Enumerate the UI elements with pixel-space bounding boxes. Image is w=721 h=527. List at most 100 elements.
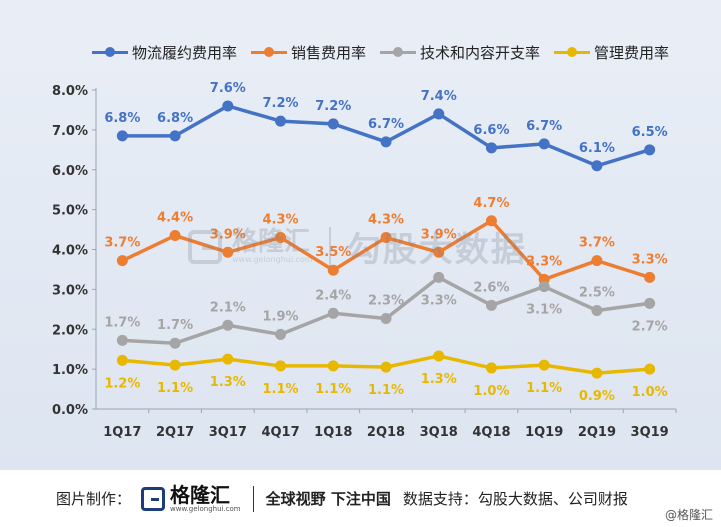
legend-swatch-tech xyxy=(380,46,417,58)
data-label-1: 4.3% xyxy=(368,213,404,228)
data-label-2: 1.7% xyxy=(157,318,193,333)
legend-dot xyxy=(264,47,275,57)
data-point-0 xyxy=(380,136,392,148)
footer-source: 数据支持：勾股大数据、公司财报 xyxy=(402,490,628,508)
y-tick-label: 4.0% xyxy=(52,244,88,259)
footer-brand: 格隆汇 xyxy=(170,482,231,507)
x-tick-label: 2Q18 xyxy=(367,425,405,440)
legend-dot xyxy=(567,47,578,57)
data-label-2: 1.7% xyxy=(104,315,140,330)
data-point-0 xyxy=(222,100,234,112)
y-tick-label: 1.0% xyxy=(52,363,88,378)
data-label-0: 7.6% xyxy=(210,81,246,96)
data-label-2: 2.1% xyxy=(210,300,246,315)
data-label-3: 1.1% xyxy=(157,381,193,396)
series-line-2 xyxy=(122,275,650,345)
data-label-2: 2.5% xyxy=(579,286,615,301)
data-label-0: 6.6% xyxy=(473,123,509,138)
data-point-3 xyxy=(485,362,497,374)
x-tick-label: 3Q18 xyxy=(420,425,458,440)
data-label-2: 2.4% xyxy=(315,288,351,303)
data-label-0: 6.8% xyxy=(157,111,193,126)
x-tick-label: 3Q17 xyxy=(209,425,247,440)
data-point-2 xyxy=(538,281,550,293)
data-label-0: 6.7% xyxy=(368,117,404,132)
data-point-1 xyxy=(116,255,128,267)
data-label-2: 3.3% xyxy=(421,293,457,308)
data-label-2: 1.9% xyxy=(263,309,299,324)
data-label-1: 3.5% xyxy=(315,245,351,260)
series-line-0 xyxy=(122,104,651,168)
data-point-0 xyxy=(169,130,181,142)
data-point-0 xyxy=(538,138,550,150)
legend-item-sales: 销售费用率 xyxy=(251,42,366,63)
data-point-2 xyxy=(591,305,603,317)
data-point-2 xyxy=(169,337,181,349)
data-label-2: 3.1% xyxy=(526,303,562,318)
data-point-3 xyxy=(433,350,445,362)
legend-item-tech: 技术和内容开支率 xyxy=(380,42,540,63)
y-tick-label: 5.0% xyxy=(52,204,88,219)
legend-swatch-sales xyxy=(251,46,288,58)
footer-credit: @格隆汇 xyxy=(664,508,713,522)
data-label-3: 1.1% xyxy=(315,382,351,397)
y-tick-label: 6.0% xyxy=(52,164,88,179)
legend-label-logistics: 物流履约费用率 xyxy=(132,43,238,62)
data-label-0: 6.1% xyxy=(579,141,615,156)
data-label-1: 3.7% xyxy=(104,236,140,251)
data-label-2: 2.3% xyxy=(368,293,404,308)
data-label-3: 1.0% xyxy=(632,385,668,400)
footer: 图片制作： 格隆汇 www.gelonghui.com 全球视野 下注中国 数据… xyxy=(0,470,721,527)
legend-label-sales: 销售费用率 xyxy=(291,43,367,62)
footer-url: www.gelonghui.com xyxy=(170,504,241,513)
data-point-1 xyxy=(591,255,603,267)
data-label-3: 1.0% xyxy=(473,384,509,399)
x-tick-label: 2Q19 xyxy=(578,425,616,440)
data-label-1: 3.9% xyxy=(421,227,457,242)
data-label-3: 1.1% xyxy=(263,382,299,397)
data-point-2 xyxy=(275,328,287,340)
data-point-3 xyxy=(538,359,550,371)
footer-logo-text: 格隆汇 www.gelonghui.com xyxy=(170,485,241,513)
data-label-3: 1.2% xyxy=(104,376,140,391)
data-point-3 xyxy=(169,359,181,371)
y-tick-label: 3.0% xyxy=(52,283,88,298)
legend-item-logistics: 物流履约费用率 xyxy=(92,42,237,63)
y-tick-label: 0.0% xyxy=(52,403,88,418)
data-point-0 xyxy=(644,144,656,156)
data-label-3: 1.3% xyxy=(210,375,246,390)
legend-label-tech: 技术和内容开支率 xyxy=(420,43,541,62)
data-point-3 xyxy=(327,360,339,372)
data-label-1: 3.3% xyxy=(632,252,668,267)
legend-label-admin: 管理费用率 xyxy=(594,43,670,62)
data-point-3 xyxy=(591,367,603,379)
y-tick-label: 8.0% xyxy=(52,84,88,99)
data-point-1 xyxy=(380,232,392,244)
data-label-0: 6.7% xyxy=(526,119,562,134)
data-label-2: 2.7% xyxy=(632,319,668,334)
data-label-3: 1.1% xyxy=(526,381,562,396)
data-point-1 xyxy=(644,271,656,283)
data-point-3 xyxy=(380,361,392,373)
footer-divider xyxy=(252,485,254,512)
x-tick-label: 1Q17 xyxy=(103,425,141,440)
data-point-0 xyxy=(485,142,497,154)
x-tick-label: 1Q19 xyxy=(525,425,563,440)
data-label-0: 7.4% xyxy=(421,89,457,104)
data-point-0 xyxy=(275,115,287,127)
data-label-2: 2.6% xyxy=(473,280,509,295)
x-tick-label: 1Q18 xyxy=(314,425,352,440)
gelonghui-logo-icon xyxy=(141,486,166,511)
x-tick-label: 3Q19 xyxy=(631,425,669,440)
legend-swatch-logistics xyxy=(92,46,128,58)
data-point-2 xyxy=(116,334,128,346)
data-point-1 xyxy=(169,230,181,242)
data-point-3 xyxy=(275,360,287,372)
data-point-2 xyxy=(433,271,445,283)
data-point-0 xyxy=(116,130,128,142)
line-chart: 0.0% 1.0% 2.0% 3.0% 4.0% 5.0% 6.0% 7.0% 8.0% 1Q17… xyxy=(52,81,677,440)
chart-area: 0.0% 1.0% 2.0% 3.0% 4.0% 5.0% 6.0% 7.0% 8.0% 1Q17… xyxy=(0,0,721,470)
data-label-1: 3.7% xyxy=(579,236,615,251)
data-point-2 xyxy=(380,312,392,324)
data-label-1: 3.9% xyxy=(210,227,246,242)
